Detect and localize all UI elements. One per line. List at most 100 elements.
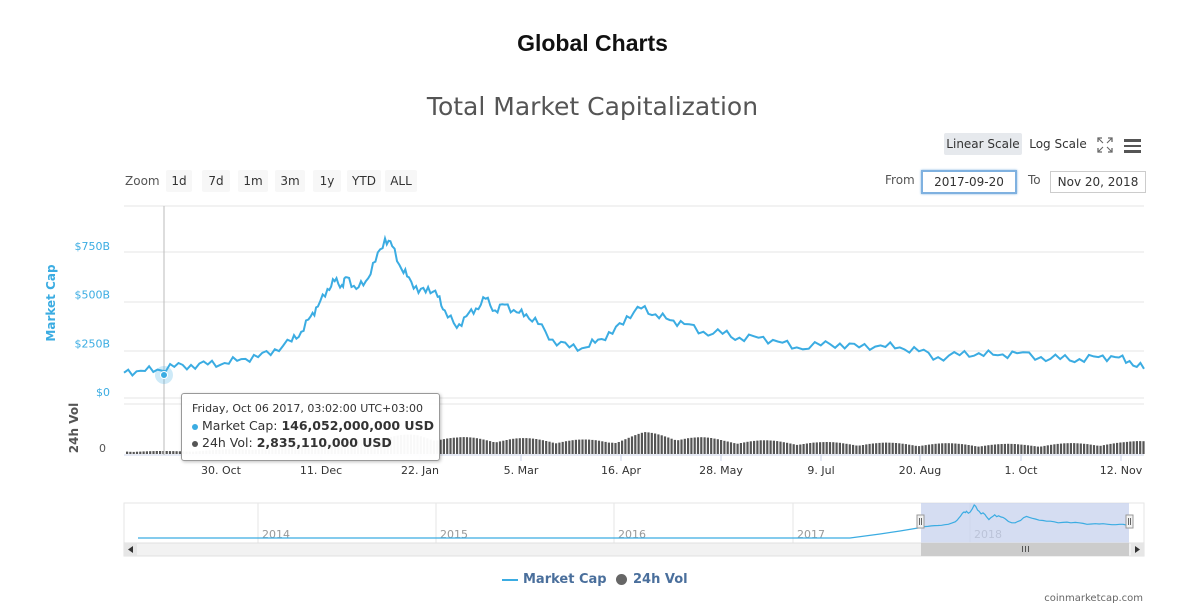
vol-bar [459, 437, 462, 454]
vol-bar [1023, 444, 1026, 454]
vol-bar [555, 443, 558, 454]
vol-bar [548, 441, 551, 454]
vol-bar [977, 446, 980, 454]
vol-bar [670, 438, 673, 454]
vol-bar [680, 439, 683, 454]
vol-bar [660, 435, 663, 454]
menu-icon[interactable] [1124, 136, 1141, 156]
x-tick-label: 22. Jan [401, 464, 439, 477]
tooltip-date: Friday, Oct 06 2017, 03:02:00 UTC+03:00 [192, 402, 423, 415]
vol-bar [449, 438, 452, 454]
navigator-handle-right[interactable] [1125, 514, 1134, 529]
vol-axis-title: 24h Vol [67, 403, 81, 453]
y-tick-label: $500B [74, 289, 110, 302]
vol-bar [578, 439, 581, 454]
vol-bar [759, 440, 762, 454]
vol-bar [439, 439, 442, 454]
vol-bar [175, 451, 178, 454]
x-tick-label: 30. Oct [201, 464, 242, 477]
vol-bar [993, 444, 997, 454]
zoom-7d-button[interactable]: 7d [202, 170, 230, 192]
credit-link[interactable]: coinmarketcap.com [1044, 593, 1143, 604]
vol-bar [795, 444, 799, 454]
zoom-1d-button[interactable]: 1d [166, 170, 192, 192]
vol-bar [469, 437, 472, 454]
vol-bar [819, 442, 822, 454]
vol-bar [937, 443, 940, 454]
vol-bar [558, 442, 561, 454]
x-tick-label: 20. Aug [899, 464, 941, 477]
vol-bar [947, 443, 950, 454]
vol-bar [1096, 445, 1099, 454]
vol-bar [967, 445, 970, 454]
vol-bar [878, 442, 881, 454]
vol-bar [571, 440, 574, 454]
hover-point [160, 371, 168, 379]
vol-bar [502, 440, 505, 454]
navigator-series-line [138, 504, 1130, 539]
vol-bar [753, 440, 756, 454]
vol-bar [591, 439, 594, 454]
zoom-all-button[interactable]: ALL [385, 170, 417, 192]
vol-bar [980, 446, 983, 454]
zoom-1y-button[interactable]: 1y [313, 170, 341, 192]
vol-bar [597, 440, 601, 454]
vol-bar [809, 443, 812, 454]
vol-bar [634, 435, 637, 454]
vol-bar [891, 442, 894, 454]
vol-bar [522, 438, 525, 454]
vol-bar [1086, 444, 1089, 454]
vol-bar [848, 444, 851, 454]
navigator-handle-left[interactable] [916, 514, 925, 529]
vol-bar [838, 442, 841, 454]
from-date-input[interactable]: 2017-09-20 [921, 170, 1017, 194]
vol-bar [822, 442, 825, 454]
vol-bar [594, 440, 597, 454]
vol-bar [654, 433, 657, 454]
vol-bar [644, 432, 647, 454]
linear-scale-button[interactable]: Linear Scale [944, 133, 1022, 155]
vol-bar [1017, 444, 1020, 454]
navigator-selection[interactable] [921, 503, 1129, 543]
vol-bar [802, 444, 805, 454]
vol-bar [865, 444, 868, 454]
tooltip-market-cap-row: Market Cap: 146,052,000,000 USD [192, 418, 434, 433]
vol-bar [475, 438, 478, 454]
vol-bar [901, 443, 904, 454]
vol-dot-icon [192, 440, 198, 447]
zoom-1m-button[interactable]: 1m [238, 170, 268, 192]
vol-bar [584, 439, 587, 454]
vol-bar [505, 440, 508, 454]
log-scale-button[interactable]: Log Scale [1027, 133, 1089, 155]
vol-bar [617, 442, 620, 454]
zoom-3m-button[interactable]: 3m [275, 170, 305, 192]
vol-bar [931, 444, 934, 454]
vol-bar [1076, 443, 1079, 454]
zoom-ytd-button[interactable]: YTD [347, 170, 381, 192]
vol-bar [1000, 444, 1003, 454]
vol-bar [1020, 444, 1023, 454]
vol-bar [1079, 443, 1082, 454]
y-tick-label: $750B [74, 240, 110, 253]
vol-bar [852, 444, 855, 454]
vol-bar [713, 438, 716, 454]
vol-bar [739, 443, 742, 454]
vol-bar [677, 440, 680, 454]
legend-item-market-cap[interactable]: Market Cap [502, 572, 607, 587]
vol-bar [792, 444, 795, 454]
legend-item-vol[interactable]: 24h Vol [616, 572, 688, 587]
vol-bar [456, 437, 459, 454]
to-label: To [1028, 173, 1041, 187]
vol-bar [1066, 443, 1069, 454]
navigator-tick-label: 2017 [797, 528, 825, 541]
vol-bar [1099, 445, 1102, 454]
vol-bar [446, 438, 449, 454]
y-tick-label: $0 [96, 386, 110, 399]
vol-bar [845, 443, 848, 454]
to-date-input[interactable]: Nov 20, 2018 [1050, 171, 1146, 193]
fullscreen-icon[interactable] [1097, 137, 1113, 153]
vol-bar [489, 441, 492, 454]
vol-bar [885, 442, 888, 454]
vol-bar [1046, 445, 1049, 454]
